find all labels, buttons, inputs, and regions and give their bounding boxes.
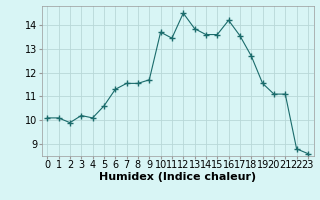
X-axis label: Humidex (Indice chaleur): Humidex (Indice chaleur) [99,172,256,182]
